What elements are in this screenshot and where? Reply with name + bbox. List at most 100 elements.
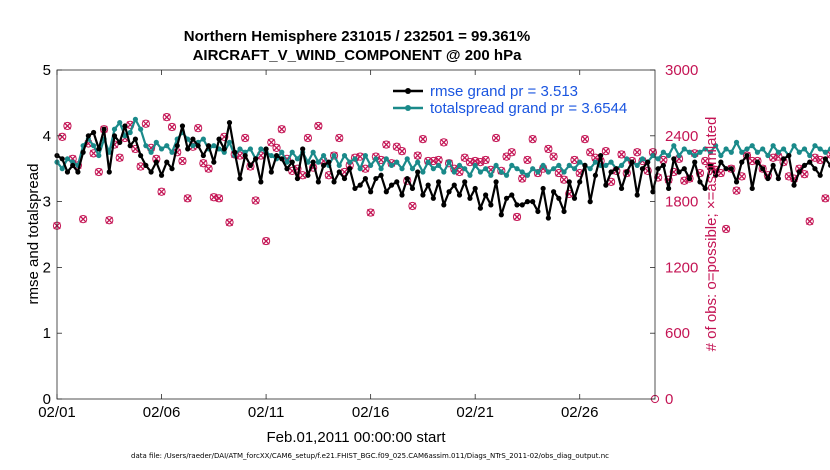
rmse-point <box>205 143 212 149</box>
obs-possible-point <box>502 152 511 161</box>
rmse-point <box>127 143 133 149</box>
rmse-point <box>242 152 248 159</box>
rmse-point <box>425 182 431 188</box>
totalspread-point <box>718 152 724 159</box>
y-right-tick-label: 1800 <box>665 194 698 211</box>
rmse-point <box>535 208 541 215</box>
data-file-footer: data file: /Users/raeder/DAI/ATM_forcXX/… <box>131 452 609 460</box>
rmse-point <box>132 136 139 142</box>
obs-possible-point <box>586 148 595 157</box>
rmse-point <box>153 159 159 165</box>
obs-possible-point <box>721 224 731 234</box>
rmse-point <box>305 172 311 178</box>
obs-assimilated-point <box>544 145 553 153</box>
y-right-axis-label: # of obs: o=possible; ×=assimilated <box>703 117 720 352</box>
rmse-point <box>462 179 468 185</box>
totalspread-point <box>430 166 436 172</box>
obs-assimilated-point <box>251 196 260 205</box>
rmse-point <box>399 192 405 198</box>
obs-possible-point <box>277 125 286 134</box>
obs-assimilated-point <box>95 168 103 176</box>
legend-box <box>390 82 652 118</box>
rmse-point <box>200 152 206 159</box>
obs-possible-point <box>382 140 391 149</box>
rmse-point <box>483 192 489 198</box>
obs-assimilated-point <box>549 152 558 161</box>
obs-possible-point <box>518 174 527 183</box>
obs-assimilated-point <box>513 213 521 221</box>
rmse-point <box>404 175 410 182</box>
rmse-point <box>352 185 358 192</box>
totalspread-point <box>331 152 337 159</box>
obs-possible-point <box>194 124 203 133</box>
totalspread-point <box>603 162 609 169</box>
obs-possible-point <box>758 164 767 173</box>
totalspread-point <box>96 152 102 159</box>
rmse-point <box>420 192 426 198</box>
y-tick-label: 4 <box>43 128 51 145</box>
obs-possible-point <box>580 134 590 144</box>
chart-title-line2: AIRCRAFT_V_WIND_COMPONENT @ 200 hPa <box>193 47 523 64</box>
rmse-point <box>446 189 452 195</box>
totalspread-point <box>592 159 599 165</box>
obs-assimilated-point <box>225 218 234 227</box>
totalspread-point <box>713 143 719 149</box>
obs-assimilated-point <box>304 134 312 142</box>
rmse-point <box>681 166 687 172</box>
rmse-point <box>519 202 525 208</box>
totalspread-point <box>540 162 546 169</box>
x-tick-label: 02/21 <box>456 404 494 421</box>
obs-possible-point <box>826 150 830 159</box>
rmse-point <box>509 192 515 198</box>
rmse-point <box>697 179 703 185</box>
obs-assimilated-point <box>529 135 537 143</box>
totalspread-point <box>550 166 557 172</box>
rmse-point <box>320 162 327 169</box>
rmse-point <box>655 166 661 172</box>
rmse-point <box>718 159 724 165</box>
rmse-point <box>744 152 750 159</box>
totalspread-point <box>624 156 630 162</box>
obs-possible-point <box>204 164 213 173</box>
obs-possible-point <box>701 156 710 166</box>
totalspread-point <box>665 152 672 159</box>
rmse-point <box>707 162 714 169</box>
totalspread-point <box>791 143 797 149</box>
obs-possible-point <box>617 150 626 159</box>
obs-assimilated-point <box>79 215 87 223</box>
totalspread-point <box>315 159 321 165</box>
obs-possible-point <box>559 175 569 184</box>
plot-area <box>57 70 655 399</box>
rmse-point <box>263 146 269 152</box>
totalspread-point <box>660 149 666 155</box>
totalspread-point <box>697 149 703 155</box>
rmse-point <box>258 179 264 185</box>
obs-assimilated-point <box>492 134 500 142</box>
totalspread-point <box>707 149 714 155</box>
rmse-point <box>64 169 71 175</box>
obs-possible-point <box>183 194 192 203</box>
rmse-point <box>216 136 222 142</box>
rmse-point <box>174 143 180 149</box>
rmse-point <box>770 162 776 169</box>
obs-assimilated-point <box>811 154 819 162</box>
obs-assimilated-point <box>168 123 176 131</box>
rmse-point <box>556 195 562 201</box>
totalspread-point <box>498 169 504 175</box>
rmse-point <box>279 156 285 162</box>
chart-title-line1: Northern Hemisphere 231015 / 232501 = 99… <box>184 28 530 45</box>
rmse-point <box>467 195 473 201</box>
rmse-point <box>70 162 76 169</box>
totalspread-point <box>477 169 484 175</box>
obs-possible-point <box>418 134 428 144</box>
rmse-point <box>650 189 656 195</box>
totalspread-point <box>561 169 567 175</box>
y-right-tick-label: 2400 <box>665 128 698 145</box>
rmse-point <box>791 182 797 188</box>
totalspread-point <box>801 146 808 152</box>
obs-assimilated-point <box>591 154 600 162</box>
rmse-point <box>373 175 379 182</box>
obs-possible-point <box>408 201 417 211</box>
obs-assimilated-point <box>722 225 730 233</box>
obs-assimilated-point <box>272 144 281 152</box>
